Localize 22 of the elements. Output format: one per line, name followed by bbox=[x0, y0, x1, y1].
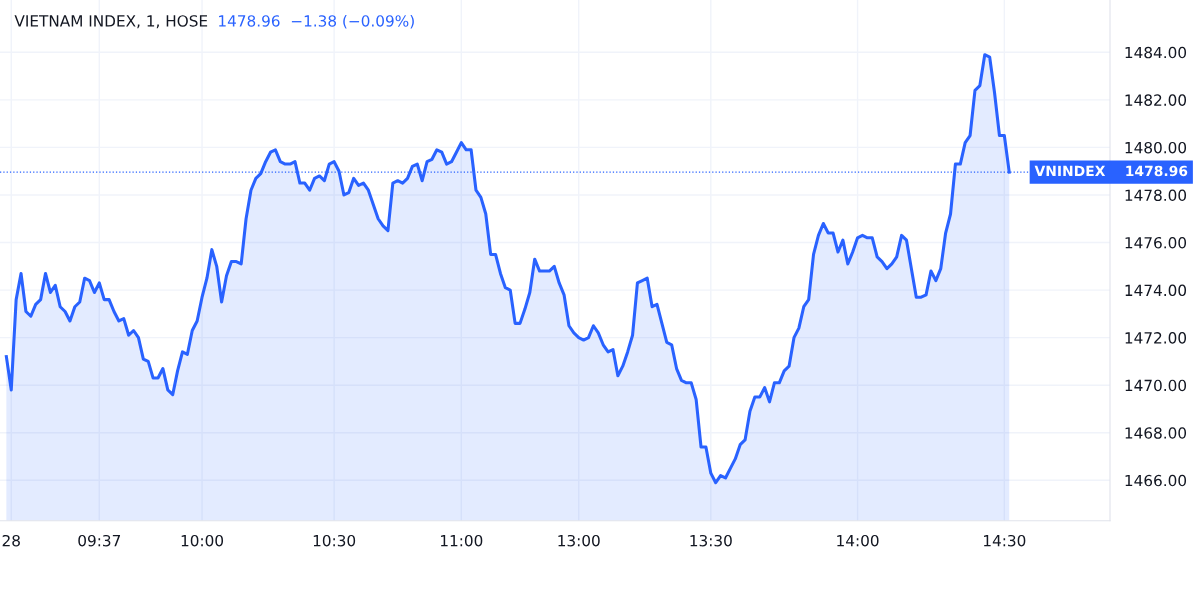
y-tick-label: 1472.00 bbox=[1125, 332, 1187, 344]
x-tick-label: 10:00 bbox=[181, 534, 224, 547]
ref-line-label: VNINDEX 1478.96 bbox=[1034, 165, 1188, 177]
text: VIETNAM INDEX, 1, HOSE bbox=[14, 15, 208, 29]
y-tick-label: 1478.00 bbox=[1125, 189, 1187, 201]
x-tick-label: 13:30 bbox=[690, 534, 732, 547]
y-tick-label: 1476.00 bbox=[1125, 237, 1187, 249]
y-tick-label: 1480.00 bbox=[1125, 141, 1187, 154]
text: 1478.96 −1.38 (−0.09%) bbox=[219, 14, 414, 29]
y-tick-label: 1470.00 bbox=[1125, 379, 1187, 392]
y-tick-label: 1484.00 bbox=[1125, 46, 1187, 59]
x-tick-label: 10:30 bbox=[313, 534, 356, 547]
x-tick-label: 14:00 bbox=[837, 534, 879, 547]
y-tick-label: 1466.00 bbox=[1125, 474, 1187, 487]
x-tick-label: 28 bbox=[2, 534, 20, 547]
x-tick-label: 09:37 bbox=[78, 534, 121, 547]
y-tick-label: 1482.00 bbox=[1125, 94, 1187, 106]
x-tick-label: 14:30 bbox=[984, 534, 1026, 547]
y-tick-label: 1474.00 bbox=[1125, 284, 1187, 297]
x-tick-label: 13:00 bbox=[558, 534, 600, 547]
x-tick-label: 11:00 bbox=[440, 534, 483, 547]
y-tick-label: 1468.00 bbox=[1125, 427, 1187, 439]
